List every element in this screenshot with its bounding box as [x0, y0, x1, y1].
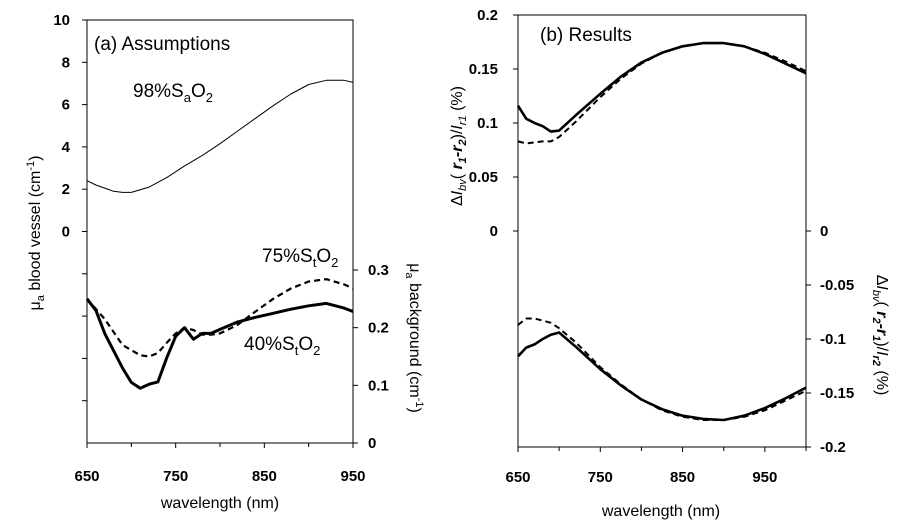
panel-a-right-y-axis-title: μa background (cm-1) — [403, 263, 425, 413]
panel-b-left-tick-label: 0.2 — [477, 7, 498, 24]
panel-a-left-tick-label: 6 — [62, 97, 70, 114]
panel-a-ticks: 0 2 4 6 8 10 0 0.1 0.2 0.3 650 750 850 950 — [53, 12, 389, 485]
series-upper-solid-line — [516, 41, 807, 133]
annotation-75-sto2: 75%StO2 — [262, 246, 338, 270]
series-98-sao2-line — [86, 79, 354, 193]
panel-b-right-y-axis-title: ΔIbv( r2-r1)/Ir2 (%) — [870, 275, 890, 396]
panel-a-left-tick-label: 8 — [62, 54, 70, 71]
panel-a-x-tick-label: 650 — [74, 468, 99, 485]
panel-b-series — [516, 41, 807, 422]
series-75-sto2-line — [86, 278, 354, 358]
panel-a-assumptions: 0 2 4 6 8 10 0 0.1 0.2 0.3 650 750 850 950 (a) Assump… — [25, 12, 425, 512]
panel-b-left-tick-label: 0 — [490, 223, 498, 240]
panel-b-right-tick-label: -0.15 — [820, 385, 854, 402]
series-lower-solid-line — [517, 331, 807, 422]
panel-b-x-tick-label: 650 — [505, 469, 530, 486]
panel-b-x-tick-label: 750 — [588, 469, 613, 486]
panel-a-left-tick-label: 0 — [62, 224, 70, 241]
panel-a-left-tick-label: 4 — [62, 139, 71, 156]
panel-b-left-tick-label: 0.1 — [477, 115, 498, 132]
panel-a-x-axis-title: wavelength (nm) — [160, 495, 279, 512]
panel-b-left-tick-label: 0.15 — [469, 61, 498, 78]
panel-b-x-axis-title: wavelength (nm) — [601, 503, 720, 520]
panel-b-x-tick-label: 950 — [752, 469, 777, 486]
panel-a-x-tick-label: 750 — [163, 468, 188, 485]
series-upper-dashed-line — [517, 42, 807, 145]
panel-a-right-tick-label: 0.1 — [368, 377, 389, 394]
panel-a-series — [85, 79, 354, 390]
panel-a-left-tick-label: 2 — [62, 181, 70, 198]
panel-b-title: (b) Results — [540, 25, 632, 46]
panel-b-right-tick-label: 0 — [820, 223, 828, 240]
panel-b-right-tick-label: -0.1 — [820, 331, 846, 348]
panel-a-title: (a) Assumptions — [94, 34, 230, 55]
annotation-98-sao2: 98%SaO2 — [133, 81, 213, 105]
panel-b-right-tick-label: -0.2 — [820, 439, 846, 456]
panel-a-left-tick-label: 10 — [53, 12, 70, 29]
panel-b-left-y-axis-title: ΔIbv( r1-r2)/Ir1 (%) — [449, 86, 469, 206]
series-lower-dashed-line — [517, 317, 807, 421]
panel-b-x-tick-label: 850 — [670, 469, 695, 486]
panel-a-right-tick-label: 0.2 — [368, 320, 389, 337]
panel-a-left-y-axis-title: μa blood vessel (cm-1) — [25, 156, 47, 311]
panel-b-left-tick-label: 0.05 — [469, 169, 498, 186]
annotation-40-sto2: 40%StO2 — [244, 334, 320, 358]
series-40-sto2-line — [85, 297, 354, 390]
panel-a-x-tick-label: 850 — [252, 468, 277, 485]
panel-b-results: 0 0.05 0.1 0.15 0.2 0 -0.05 -0.1 -0.15 -0.2 650 750… — [449, 7, 890, 520]
panel-a-right-tick-label: 0.3 — [368, 262, 389, 279]
panel-b-plot-frame — [517, 14, 807, 448]
panel-b-ticks: 0 0.05 0.1 0.15 0.2 0 -0.05 -0.1 -0.15 -0.2 650 750… — [469, 7, 854, 486]
panel-b-right-tick-label: -0.05 — [820, 277, 854, 294]
panel-a-x-tick-label: 950 — [340, 468, 365, 485]
panel-a-right-tick-label: 0 — [368, 435, 376, 452]
